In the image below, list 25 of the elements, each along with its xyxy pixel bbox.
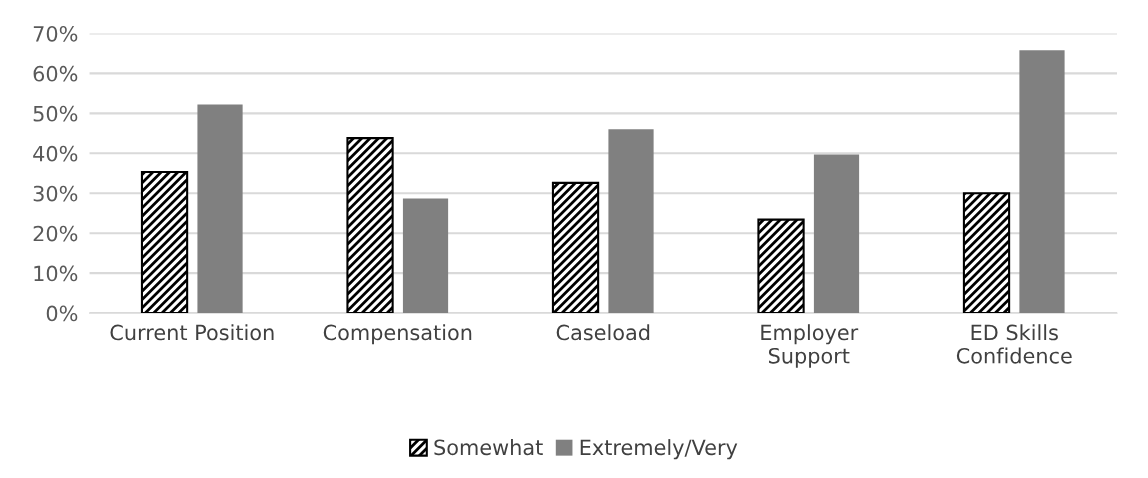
y-tick-label: 0% <box>46 305 78 322</box>
y-tick-label: 40% <box>33 145 78 162</box>
bar <box>1019 50 1065 314</box>
bar <box>551 181 600 314</box>
legend-label: Somewhat <box>434 439 543 456</box>
y-tick-label: 70% <box>33 25 78 42</box>
y-tick-label: 50% <box>33 105 78 122</box>
bar <box>962 192 1011 314</box>
y-tick-label: 10% <box>34 265 78 282</box>
bar <box>197 104 243 314</box>
x-tick-label: Compensation <box>323 324 472 345</box>
y-tick-label: 30% <box>33 185 78 202</box>
x-tick-label: ED Skills Confidence <box>956 324 1072 364</box>
bar <box>140 171 189 314</box>
y-tick-label: 60% <box>33 65 78 82</box>
bar <box>608 129 654 314</box>
bar <box>757 218 805 314</box>
x-tick-label: Caseload <box>556 324 650 341</box>
legend-label: Extremely/Very <box>580 439 738 460</box>
bar <box>346 137 394 314</box>
x-tick-label: Current Position <box>110 324 274 341</box>
y-tick-label: 20% <box>33 225 78 242</box>
bar <box>402 198 449 314</box>
x-tick-label: Employer Support <box>761 324 859 368</box>
bar <box>813 154 860 314</box>
